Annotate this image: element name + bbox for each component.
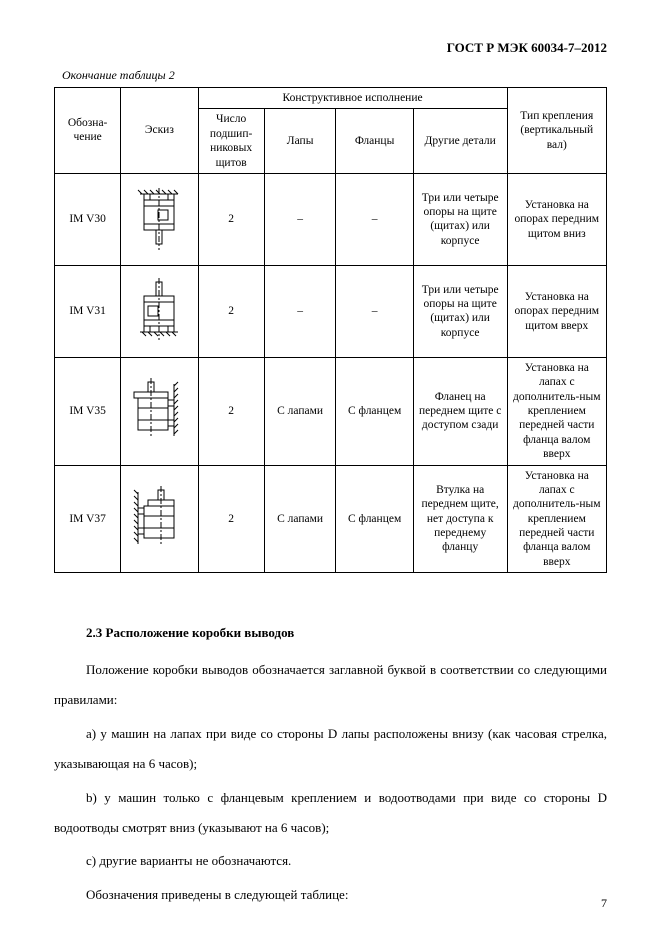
paragraph: b) у машин только с фланцевым креплением… <box>54 783 607 843</box>
cell-paws: С лапами <box>264 357 336 465</box>
specification-table: Обозна- чение Эскиз Конструктивное испол… <box>54 87 607 573</box>
cell-paws: – <box>264 173 336 265</box>
cell-mount: Установка на лапах с дополнитель-ным кре… <box>507 465 606 573</box>
section-heading: 2.3 Расположение коробки выводов <box>86 625 607 641</box>
paragraph: a) у машин на лапах при виде со стороны … <box>54 719 607 779</box>
cell-sketch <box>121 265 198 357</box>
paragraph: Обозначения приведены в следующей таблиц… <box>54 880 607 910</box>
cell-shields: 2 <box>198 357 264 465</box>
cell-sketch <box>121 173 198 265</box>
cell-shields: 2 <box>198 173 264 265</box>
paragraph: c) другие варианты не обозначаются. <box>54 846 607 876</box>
header-flanges: Фланцы <box>336 109 413 174</box>
cell-other: Три или четыре опоры на щите (щитах) или… <box>413 173 507 265</box>
cell-shields: 2 <box>198 465 264 573</box>
header-mount-type: Тип крепления (вертикальный вал) <box>507 88 606 174</box>
cell-flanges: С фланцем <box>336 357 413 465</box>
cell-flanges: – <box>336 173 413 265</box>
cell-code: IM V30 <box>55 173 121 265</box>
cell-sketch <box>121 465 198 573</box>
paragraph: Положение коробки выводов обозначается з… <box>54 655 607 715</box>
header-other: Другие детали <box>413 109 507 174</box>
cell-paws: – <box>264 265 336 357</box>
cell-paws: С лапами <box>264 465 336 573</box>
sketch-v37-icon <box>124 484 194 554</box>
cell-sketch <box>121 357 198 465</box>
cell-mount: Установка на опорах передним щитом вверх <box>507 265 606 357</box>
table-row: IM V31 <box>55 265 607 357</box>
cell-mount: Установка на лапах с дополнитель-ным кре… <box>507 357 606 465</box>
cell-flanges: С фланцем <box>336 465 413 573</box>
header-designation: Обозна- чение <box>55 88 121 174</box>
sketch-v30-icon <box>128 184 190 254</box>
page-number: 7 <box>601 896 607 911</box>
document-header: ГОСТ Р МЭК 60034-7–2012 <box>54 40 607 56</box>
cell-other: Фланец на переднем щите с доступом сзади <box>413 357 507 465</box>
sketch-v35-icon <box>124 376 194 446</box>
cell-other: Три или четыре опоры на щите (щитах) или… <box>413 265 507 357</box>
cell-code: IM V37 <box>55 465 121 573</box>
header-paws: Лапы <box>264 109 336 174</box>
sketch-v31-icon <box>128 276 190 346</box>
header-shields: Число подшип-никовых щитов <box>198 109 264 174</box>
table-row: IM V35 <box>55 357 607 465</box>
cell-shields: 2 <box>198 265 264 357</box>
header-sketch: Эскиз <box>121 88 198 174</box>
header-construction-group: Конструктивное исполнение <box>198 88 507 109</box>
table-continuation-caption: Окончание таблицы 2 <box>62 68 607 83</box>
cell-flanges: – <box>336 265 413 357</box>
cell-code: IM V31 <box>55 265 121 357</box>
table-row: IM V30 <box>55 173 607 265</box>
cell-code: IM V35 <box>55 357 121 465</box>
table-row: IM V37 <box>55 465 607 573</box>
cell-other: Втулка на переднем щите, нет доступа к п… <box>413 465 507 573</box>
cell-mount: Установка на опорах передним щитом вниз <box>507 173 606 265</box>
